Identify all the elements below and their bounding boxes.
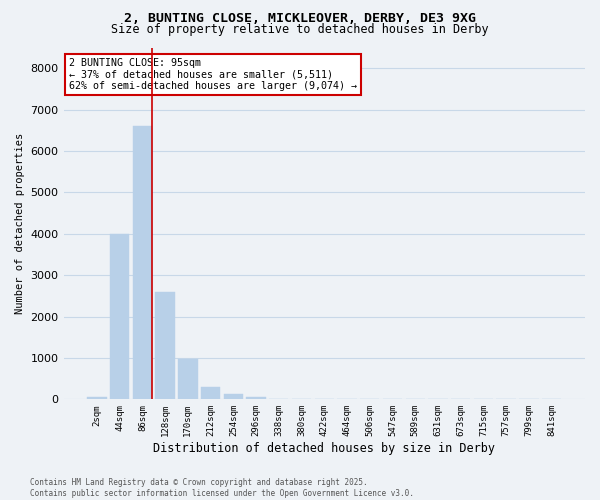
Bar (87, 398, 107, 400)
Y-axis label: Number of detached properties: Number of detached properties (15, 133, 25, 314)
Bar (155, 292, 175, 400)
Bar (133, 126, 152, 400)
Bar (110, 234, 130, 400)
Text: Size of property relative to detached houses in Derby: Size of property relative to detached ho… (111, 22, 489, 36)
Bar (224, 394, 243, 400)
Bar (247, 397, 266, 400)
X-axis label: Distribution of detached houses by size in Derby: Distribution of detached houses by size … (153, 442, 495, 455)
Text: 2 BUNTING CLOSE: 95sqm
← 37% of detached houses are smaller (5,511)
62% of semi-: 2 BUNTING CLOSE: 95sqm ← 37% of detached… (69, 58, 357, 92)
Bar (201, 387, 220, 400)
Text: Contains HM Land Registry data © Crown copyright and database right 2025.
Contai: Contains HM Land Registry data © Crown c… (30, 478, 414, 498)
Text: 2, BUNTING CLOSE, MICKLEOVER, DERBY, DE3 9XG: 2, BUNTING CLOSE, MICKLEOVER, DERBY, DE3… (124, 12, 476, 26)
Bar (178, 359, 197, 400)
